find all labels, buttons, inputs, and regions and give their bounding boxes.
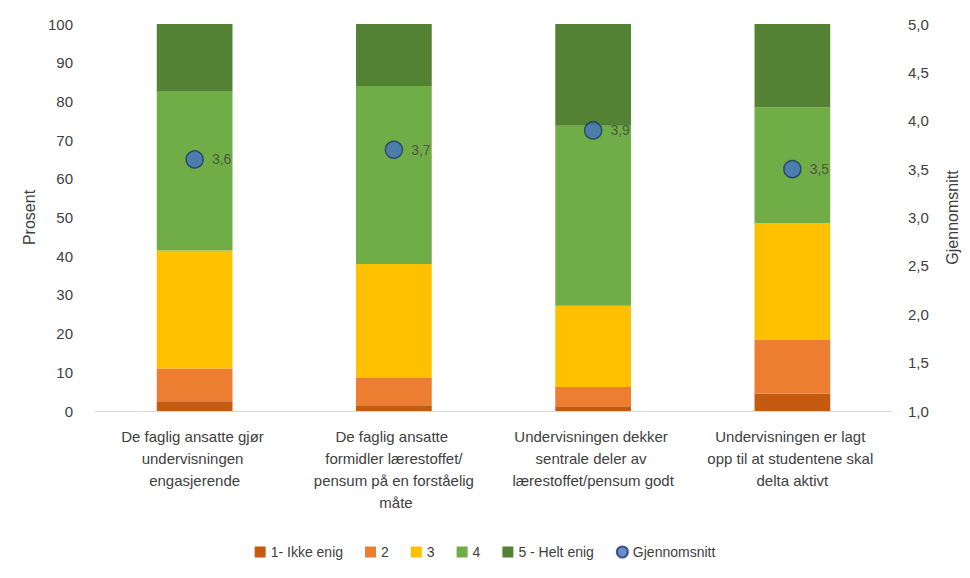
- svg-text:delta aktivt: delta aktivt: [757, 472, 830, 489]
- svg-text:1,5: 1,5: [908, 354, 929, 371]
- svg-text:undervisningen: undervisningen: [142, 450, 248, 467]
- svg-text:5,0: 5,0: [908, 16, 929, 33]
- svg-text:Undervisningen er lagt: Undervisningen er lagt: [715, 428, 869, 445]
- svg-text:1- Ikke enig: 1- Ikke enig: [271, 544, 343, 560]
- svg-text:2: 2: [381, 544, 389, 560]
- svg-text:20: 20: [56, 325, 73, 342]
- svg-text:2,0: 2,0: [908, 306, 929, 323]
- svg-text:30: 30: [56, 286, 73, 303]
- svg-text:3,9: 3,9: [610, 122, 630, 138]
- svg-text:4,5: 4,5: [908, 64, 929, 81]
- svg-text:50: 50: [56, 209, 73, 226]
- svg-text:Undervisningen dekker: Undervisningen dekker: [514, 428, 672, 445]
- svg-text:0: 0: [65, 403, 73, 420]
- svg-text:60: 60: [56, 170, 73, 187]
- svg-text:opp til at studentene skal: opp til at studentene skal: [707, 450, 877, 467]
- svg-text:40: 40: [56, 248, 73, 265]
- svg-text:100: 100: [48, 16, 73, 33]
- svg-text:3,6: 3,6: [212, 151, 232, 167]
- svg-text:lærestoffet/pensum godt: lærestoffet/pensum godt: [512, 472, 674, 489]
- svg-text:3,0: 3,0: [908, 209, 929, 226]
- svg-text:engasjerende: engasjerende: [149, 472, 240, 489]
- svg-text:4: 4: [473, 544, 481, 560]
- svg-text:formidler lærestoffet/: formidler lærestoffet/: [325, 450, 463, 467]
- svg-text:3: 3: [427, 544, 435, 560]
- svg-text:80: 80: [56, 93, 73, 110]
- svg-text:Prosent: Prosent: [21, 189, 38, 245]
- svg-text:2,5: 2,5: [908, 257, 929, 274]
- svg-text:Gjennomsnitt: Gjennomsnitt: [944, 170, 961, 265]
- svg-text:måte: måte: [375, 494, 413, 511]
- svg-text:De faglig ansatte gjør: De faglig ansatte gjør: [121, 428, 268, 445]
- svg-text:pensum på en forståelig: pensum på en forståelig: [314, 472, 474, 489]
- svg-text:5 - Helt enig: 5 - Helt enig: [518, 544, 593, 560]
- svg-text:10: 10: [56, 364, 73, 381]
- svg-text:1,0: 1,0: [908, 403, 929, 420]
- svg-text:90: 90: [56, 54, 73, 71]
- svg-text:De faglig ansatte: De faglig ansatte: [336, 428, 453, 445]
- svg-text:3,7: 3,7: [411, 142, 431, 158]
- svg-text:sentrale deler av: sentrale deler av: [536, 450, 651, 467]
- svg-text:Gjennomsnitt: Gjennomsnitt: [633, 544, 716, 560]
- svg-text:70: 70: [56, 132, 73, 149]
- svg-text:4,0: 4,0: [908, 112, 929, 129]
- svg-text:3,5: 3,5: [908, 161, 929, 178]
- svg-text:3,5: 3,5: [810, 161, 830, 177]
